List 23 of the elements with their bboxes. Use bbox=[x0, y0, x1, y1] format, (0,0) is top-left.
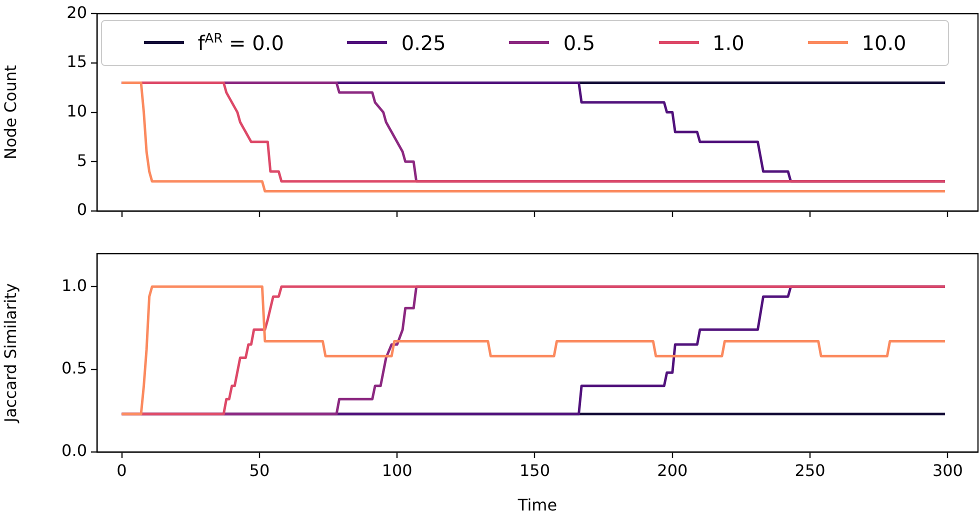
legend-label: 1.0 bbox=[712, 30, 744, 55]
x-axis-title: Time bbox=[516, 496, 558, 515]
y-axis-title: Node Count bbox=[0, 65, 20, 160]
legend-label: 10.0 bbox=[862, 30, 906, 55]
x-tick-label: 50 bbox=[249, 460, 270, 480]
y-axis-title: Jaccard Similarity bbox=[0, 283, 20, 424]
y-tick-label: 0 bbox=[76, 200, 87, 220]
legend-label: f$^{AR}$ = 0.0 bbox=[198, 30, 284, 55]
y-tick-label: 0.0 bbox=[62, 441, 87, 460]
legend-label: 0.5 bbox=[563, 30, 596, 55]
x-tick-label: 300 bbox=[932, 460, 963, 480]
legend-label: 0.25 bbox=[401, 30, 446, 55]
x-tick-label: 250 bbox=[794, 460, 826, 480]
y-tick-label: 5 bbox=[76, 150, 87, 170]
y-tick-label: 20 bbox=[66, 2, 87, 22]
x-tick-label: 0 bbox=[116, 460, 127, 480]
y-tick-label: 15 bbox=[66, 52, 87, 72]
y-tick-label: 0.5 bbox=[62, 358, 87, 378]
x-tick-label: 200 bbox=[657, 460, 688, 480]
y-tick-label: 1.0 bbox=[62, 276, 87, 295]
y-tick-label: 10 bbox=[66, 101, 87, 120]
x-tick-label: 100 bbox=[382, 460, 412, 480]
x-tick-label: 150 bbox=[519, 460, 550, 480]
